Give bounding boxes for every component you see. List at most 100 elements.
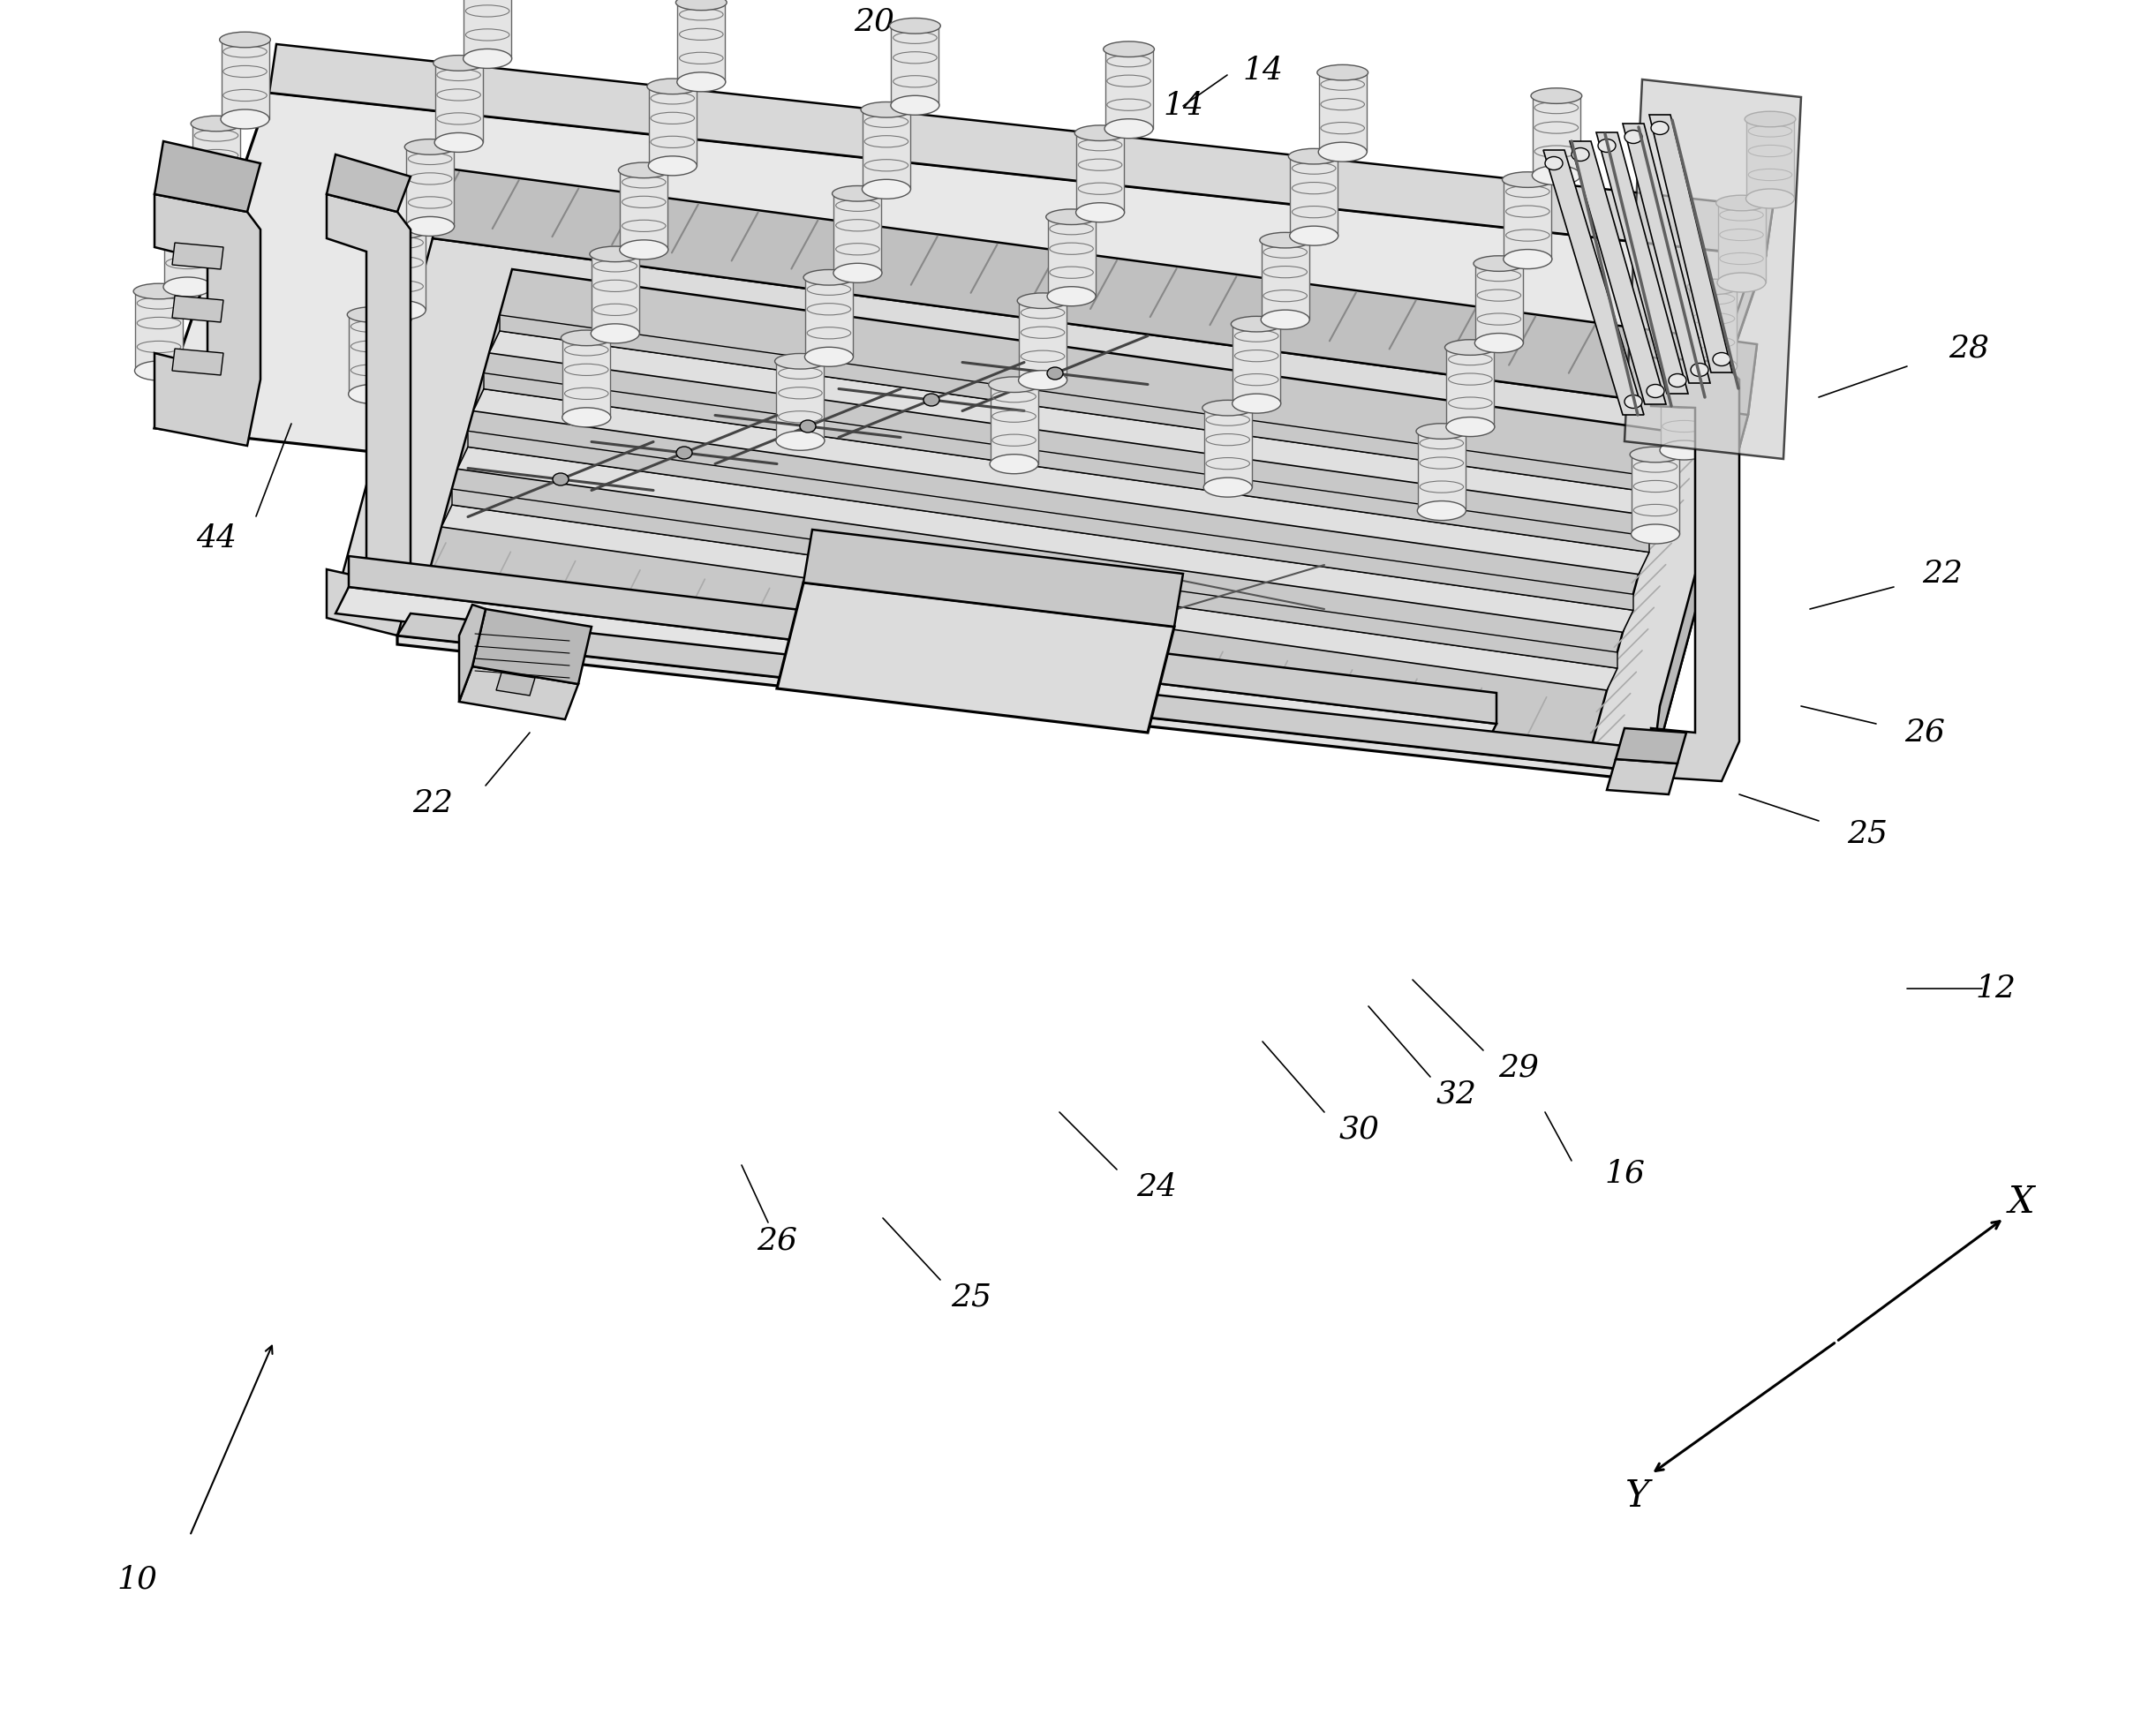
Text: X: X bbox=[2009, 1183, 2035, 1221]
Polygon shape bbox=[155, 93, 1766, 592]
Polygon shape bbox=[1261, 240, 1309, 320]
Polygon shape bbox=[1076, 133, 1123, 213]
Ellipse shape bbox=[834, 263, 882, 282]
Ellipse shape bbox=[377, 301, 425, 320]
Polygon shape bbox=[164, 208, 211, 287]
Polygon shape bbox=[172, 296, 224, 322]
Text: 10: 10 bbox=[116, 1566, 157, 1595]
Ellipse shape bbox=[220, 31, 270, 47]
Polygon shape bbox=[677, 2, 724, 81]
Polygon shape bbox=[804, 277, 854, 356]
Ellipse shape bbox=[1104, 42, 1153, 57]
Polygon shape bbox=[1319, 73, 1367, 152]
Polygon shape bbox=[1447, 348, 1494, 427]
Ellipse shape bbox=[1531, 88, 1583, 104]
Text: 25: 25 bbox=[1848, 818, 1889, 849]
Ellipse shape bbox=[1416, 502, 1466, 521]
Ellipse shape bbox=[1716, 195, 1768, 211]
Ellipse shape bbox=[1658, 363, 1710, 379]
Text: 25: 25 bbox=[951, 1282, 992, 1313]
Ellipse shape bbox=[436, 133, 483, 152]
Ellipse shape bbox=[134, 284, 185, 299]
Text: 29: 29 bbox=[1498, 1054, 1539, 1083]
Ellipse shape bbox=[1048, 287, 1095, 306]
Polygon shape bbox=[990, 384, 1037, 464]
Polygon shape bbox=[621, 170, 668, 249]
Polygon shape bbox=[591, 254, 638, 334]
Polygon shape bbox=[1746, 119, 1794, 199]
Polygon shape bbox=[155, 142, 261, 211]
Polygon shape bbox=[563, 337, 610, 417]
Polygon shape bbox=[1020, 301, 1067, 381]
Ellipse shape bbox=[1712, 353, 1731, 365]
Ellipse shape bbox=[1203, 477, 1253, 497]
Polygon shape bbox=[459, 604, 485, 702]
Polygon shape bbox=[270, 45, 1772, 256]
Polygon shape bbox=[890, 26, 938, 106]
Ellipse shape bbox=[347, 306, 399, 322]
Ellipse shape bbox=[591, 246, 640, 261]
Polygon shape bbox=[1651, 344, 1757, 777]
Text: 20: 20 bbox=[854, 7, 895, 36]
Polygon shape bbox=[483, 374, 1649, 552]
Ellipse shape bbox=[1475, 334, 1524, 353]
Ellipse shape bbox=[1503, 249, 1552, 268]
Ellipse shape bbox=[1317, 64, 1369, 80]
Polygon shape bbox=[397, 614, 1664, 772]
Ellipse shape bbox=[1445, 339, 1496, 355]
Ellipse shape bbox=[1598, 138, 1615, 152]
Ellipse shape bbox=[433, 55, 485, 71]
Ellipse shape bbox=[1261, 310, 1309, 329]
Polygon shape bbox=[425, 270, 1677, 754]
Ellipse shape bbox=[164, 277, 211, 296]
Polygon shape bbox=[1505, 180, 1552, 260]
Text: 14: 14 bbox=[1242, 55, 1283, 85]
Polygon shape bbox=[459, 666, 578, 720]
Polygon shape bbox=[1718, 202, 1766, 282]
Text: 14: 14 bbox=[1162, 92, 1203, 121]
Ellipse shape bbox=[1203, 400, 1253, 415]
Ellipse shape bbox=[800, 420, 815, 432]
Ellipse shape bbox=[1104, 119, 1153, 138]
Ellipse shape bbox=[990, 455, 1039, 474]
Ellipse shape bbox=[1660, 441, 1708, 460]
Polygon shape bbox=[442, 505, 1617, 690]
Polygon shape bbox=[1533, 95, 1580, 175]
Polygon shape bbox=[136, 291, 183, 370]
Ellipse shape bbox=[162, 199, 213, 215]
Polygon shape bbox=[172, 349, 224, 375]
Ellipse shape bbox=[552, 472, 569, 486]
Ellipse shape bbox=[561, 330, 612, 346]
Ellipse shape bbox=[1630, 446, 1682, 462]
Polygon shape bbox=[1106, 48, 1153, 128]
Polygon shape bbox=[776, 583, 1175, 732]
Ellipse shape bbox=[1074, 125, 1125, 140]
Text: 16: 16 bbox=[1604, 1159, 1645, 1189]
Ellipse shape bbox=[619, 163, 668, 178]
Polygon shape bbox=[172, 242, 224, 270]
Polygon shape bbox=[649, 86, 696, 166]
Ellipse shape bbox=[464, 48, 511, 69]
Ellipse shape bbox=[1018, 370, 1067, 389]
Polygon shape bbox=[1570, 142, 1667, 405]
Ellipse shape bbox=[1233, 394, 1281, 413]
Ellipse shape bbox=[923, 394, 940, 407]
Text: 44: 44 bbox=[196, 524, 237, 554]
Polygon shape bbox=[1649, 114, 1731, 372]
Ellipse shape bbox=[1746, 189, 1794, 208]
Ellipse shape bbox=[1046, 209, 1097, 225]
Polygon shape bbox=[1623, 80, 1800, 458]
Polygon shape bbox=[328, 154, 410, 211]
Polygon shape bbox=[1419, 431, 1466, 510]
Polygon shape bbox=[1651, 358, 1740, 782]
Polygon shape bbox=[1651, 208, 1772, 592]
Ellipse shape bbox=[349, 384, 397, 403]
Ellipse shape bbox=[220, 109, 270, 128]
Ellipse shape bbox=[1289, 227, 1339, 246]
Polygon shape bbox=[349, 555, 1496, 723]
Polygon shape bbox=[1606, 759, 1677, 794]
Ellipse shape bbox=[375, 223, 427, 239]
Polygon shape bbox=[453, 490, 1617, 668]
Ellipse shape bbox=[405, 138, 455, 154]
Ellipse shape bbox=[1651, 121, 1669, 135]
